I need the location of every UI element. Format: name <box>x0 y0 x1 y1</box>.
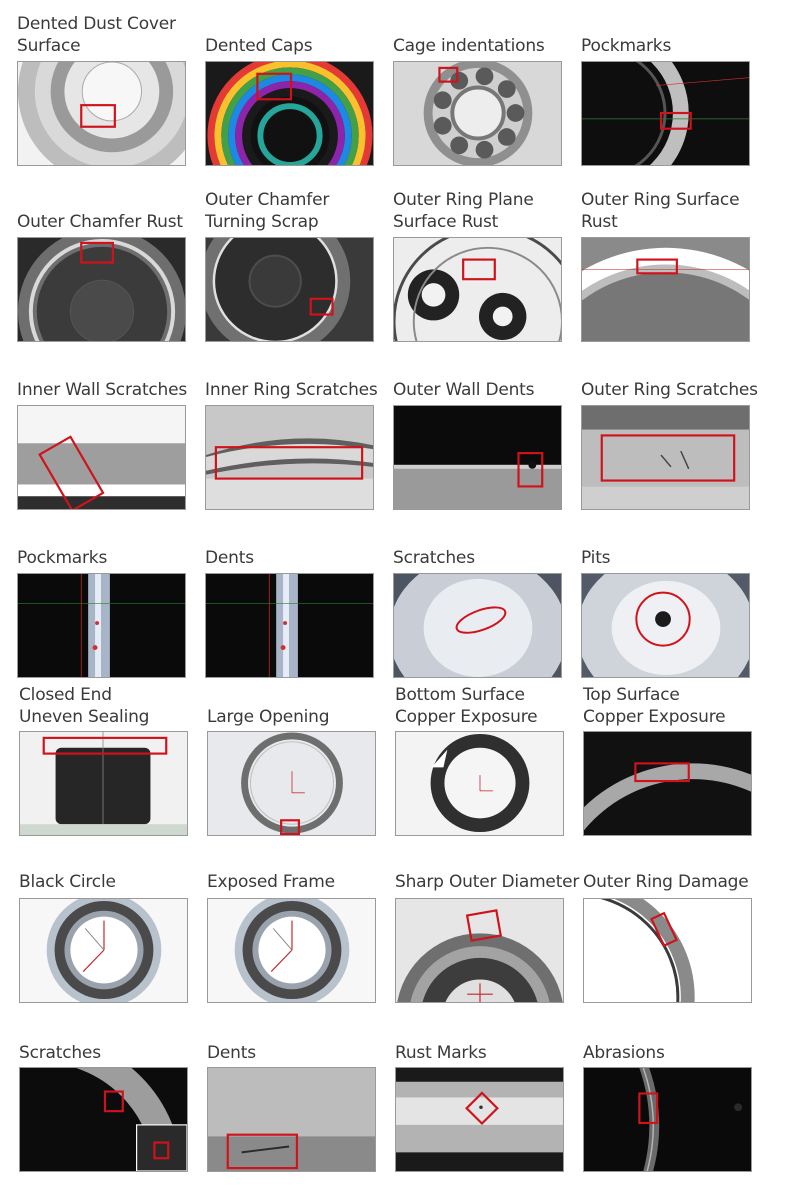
defect-image <box>395 898 564 1003</box>
defect-image <box>581 61 750 166</box>
defect-label: Top Surface Copper Exposure <box>583 685 726 727</box>
defect-image <box>393 237 562 342</box>
defect-highlight-box <box>42 736 168 755</box>
defect-image <box>393 573 562 678</box>
defect-image <box>207 731 376 836</box>
defect-image <box>205 573 374 678</box>
defect-label: Outer Ring Plane Surface Rust <box>393 190 534 232</box>
defect-label: Large Opening <box>207 707 330 727</box>
defect-highlight-box <box>636 258 678 275</box>
defect-highlight-box <box>256 72 293 101</box>
defect-highlight-box <box>80 241 114 264</box>
defect-label: Outer Chamfer Rust <box>17 212 183 232</box>
defect-image <box>17 405 186 510</box>
defect-image <box>17 573 186 678</box>
defect-highlight-box <box>650 911 679 948</box>
defect-label: Outer Chamfer Turning Scrap <box>205 190 330 232</box>
defect-image <box>19 898 188 1003</box>
defect-image <box>207 898 376 1003</box>
defect-label: Pits <box>581 548 611 568</box>
defect-label: Pockmarks <box>581 36 672 56</box>
defect-label: Inner Ring Scratches <box>205 380 378 400</box>
defect-image <box>583 1067 752 1172</box>
defect-image <box>581 405 750 510</box>
defect-image <box>583 898 752 1003</box>
defect-highlight-box <box>517 452 544 488</box>
defect-label: Pockmarks <box>17 548 108 568</box>
defect-highlight-box <box>634 762 690 783</box>
defect-image <box>395 1067 564 1172</box>
defect-image <box>205 237 374 342</box>
defect-highlight-box <box>280 819 300 835</box>
defect-label: Outer Ring Surface Rust <box>581 190 740 232</box>
defect-label: Black Circle <box>19 872 116 892</box>
defect-highlight-box <box>465 1091 499 1126</box>
defect-highlight-box <box>226 1133 299 1170</box>
defect-highlight-box <box>638 1092 659 1125</box>
defect-label: Dented Caps <box>205 36 313 56</box>
defect-highlight-box <box>438 66 459 83</box>
defect-label: Outer Ring Scratches <box>581 380 758 400</box>
defect-image <box>393 405 562 510</box>
defect-image <box>393 61 562 166</box>
defect-label: Inner Wall Scratches <box>17 380 188 400</box>
defect-label: Dents <box>207 1043 256 1063</box>
defect-image <box>205 405 374 510</box>
defect-label: Dents <box>205 548 254 568</box>
defect-highlight-box <box>659 111 692 130</box>
defect-highlight-box <box>462 258 496 281</box>
defect-highlight-box <box>38 435 105 509</box>
defect-highlight-box <box>80 104 116 128</box>
defect-highlight-box <box>153 1141 170 1160</box>
defect-image <box>581 573 750 678</box>
defect-image <box>19 1067 188 1172</box>
defect-label: Exposed Frame <box>207 872 335 892</box>
defect-label: Outer Ring Damage <box>583 872 749 892</box>
defect-highlight-box <box>309 297 334 316</box>
defect-highlight-box <box>600 434 736 482</box>
defect-label: Rust Marks <box>395 1043 487 1063</box>
defect-image <box>581 237 750 342</box>
defect-image <box>17 61 186 166</box>
defect-image <box>395 731 564 836</box>
defect-image <box>19 731 188 836</box>
defect-label: Scratches <box>19 1043 101 1063</box>
defect-label: Cage indentations <box>393 36 545 56</box>
defect-label: Dented Dust Cover Surface <box>17 14 176 56</box>
defect-label: Outer Wall Dents <box>393 380 535 400</box>
defect-image <box>205 61 374 166</box>
defect-image <box>583 731 752 836</box>
defect-label: Abrasions <box>583 1043 665 1063</box>
defect-highlight-box <box>103 1090 124 1113</box>
defect-image <box>17 237 186 342</box>
defect-label: Closed End Uneven Sealing <box>19 685 150 727</box>
defect-image <box>207 1067 376 1172</box>
defect-label: Scratches <box>393 548 475 568</box>
defect-highlight-box <box>465 909 503 942</box>
defect-label: Bottom Surface Copper Exposure <box>395 685 538 727</box>
defect-highlight-box <box>214 446 364 480</box>
defect-label: Sharp Outer Diameter <box>395 872 580 892</box>
